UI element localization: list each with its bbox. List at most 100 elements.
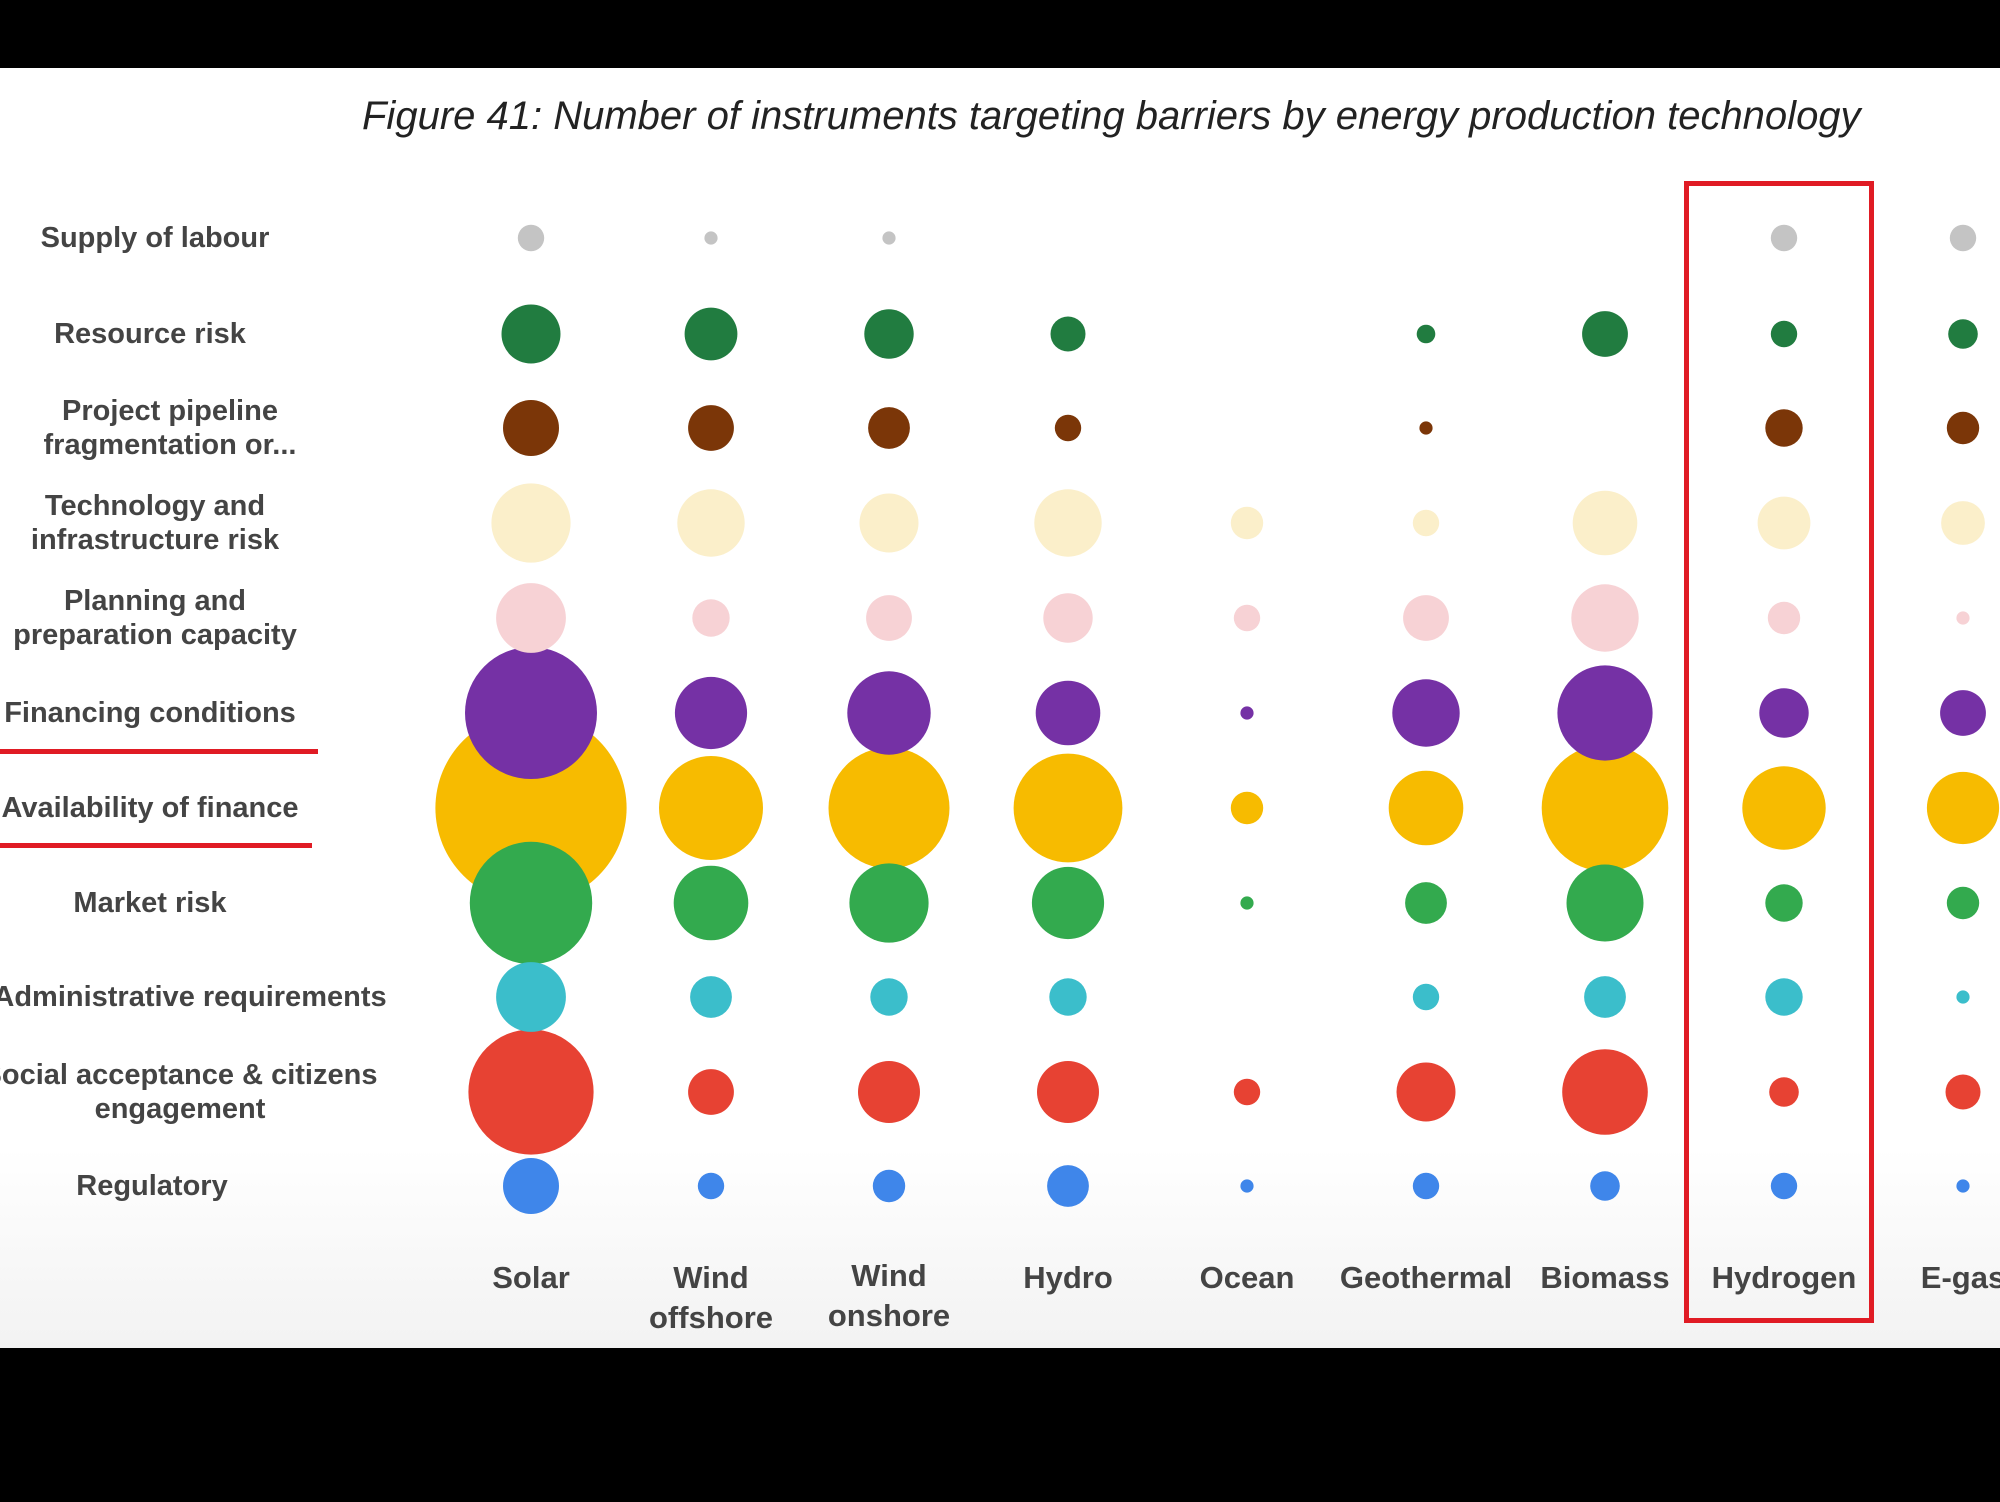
bubble-technology-and-infrastructure-risk-ocean bbox=[1230, 506, 1264, 540]
bubble-market-risk-solar bbox=[469, 841, 593, 965]
column-label-solar: Solar bbox=[492, 1260, 570, 1295]
bubble-administrative-requirements-solar bbox=[496, 962, 566, 1032]
bubble-social-acceptance-citizens-engagement-geothermal bbox=[1396, 1062, 1456, 1122]
bubble-market-risk-wind-offshore bbox=[673, 865, 749, 941]
row-label-social-acceptance-citizens-engagement: Social acceptance & citizens engagement bbox=[0, 1059, 378, 1125]
bubble-project-pipeline-fragmentation-or-geothermal bbox=[1419, 421, 1433, 435]
bubble-financing-conditions-solar bbox=[465, 647, 597, 779]
bubble-resource-risk-geothermal bbox=[1416, 324, 1436, 344]
bubble-administrative-requirements-geothermal bbox=[1412, 983, 1440, 1011]
bubble-market-risk-geothermal bbox=[1405, 882, 1447, 924]
bubble-resource-risk-biomass bbox=[1582, 311, 1628, 357]
bubble-plot bbox=[435, 224, 2000, 1214]
bubble-financing-conditions-wind-offshore bbox=[674, 676, 748, 750]
bubble-resource-risk-wind-onshore bbox=[864, 309, 914, 359]
column-label-e-gas: E-gas bbox=[1920, 1260, 2000, 1295]
bubble-supply-of-labour-e-gas bbox=[1949, 224, 1977, 252]
bubble-administrative-requirements-hydrogen bbox=[1765, 978, 1803, 1016]
bubble-technology-and-infrastructure-risk-biomass bbox=[1572, 490, 1638, 556]
column-label-hydro: Hydro bbox=[1023, 1260, 1113, 1295]
bubble-supply-of-labour-hydrogen bbox=[1770, 224, 1798, 252]
bubble-supply-of-labour-wind-offshore bbox=[704, 231, 718, 245]
bubble-social-acceptance-citizens-engagement-hydrogen bbox=[1769, 1077, 1799, 1107]
bubble-resource-risk-wind-offshore bbox=[684, 307, 738, 361]
bubble-administrative-requirements-biomass bbox=[1584, 976, 1626, 1018]
chart-frame: Figure 41: Number of instruments targeti… bbox=[0, 68, 2000, 1348]
bubble-administrative-requirements-wind-onshore bbox=[870, 978, 908, 1016]
bubble-financing-conditions-hydrogen bbox=[1759, 688, 1809, 738]
bubble-supply-of-labour-solar bbox=[517, 224, 545, 252]
bubble-market-risk-hydrogen bbox=[1765, 884, 1803, 922]
bubble-project-pipeline-fragmentation-or-solar bbox=[503, 400, 559, 456]
bubble-market-risk-e-gas bbox=[1946, 886, 1980, 920]
bubble-financing-conditions-e-gas bbox=[1940, 690, 1986, 736]
bubble-administrative-requirements-e-gas bbox=[1956, 990, 1970, 1004]
bubble-availability-of-finance-geothermal bbox=[1388, 770, 1464, 846]
bubble-planning-and-preparation-capacity-hydro bbox=[1043, 593, 1093, 643]
bubble-social-acceptance-citizens-engagement-hydro bbox=[1037, 1061, 1099, 1123]
bubble-regulatory-geothermal bbox=[1412, 1172, 1440, 1200]
bubble-financing-conditions-ocean bbox=[1240, 706, 1254, 720]
bubble-project-pipeline-fragmentation-or-hydrogen bbox=[1765, 409, 1803, 447]
row-label-planning-and-preparation-capacity: Planning and preparation capacity bbox=[13, 585, 297, 651]
bubble-technology-and-infrastructure-risk-wind-offshore bbox=[677, 489, 745, 557]
hydrogen-highlight-box bbox=[1684, 181, 1874, 1323]
bubble-regulatory-solar bbox=[503, 1158, 559, 1214]
row-label-market-risk: Market risk bbox=[73, 887, 227, 919]
bubble-planning-and-preparation-capacity-e-gas bbox=[1956, 611, 1970, 625]
bubble-resource-risk-hydro bbox=[1050, 316, 1086, 352]
bubble-financing-conditions-geothermal bbox=[1392, 679, 1460, 747]
bubble-market-risk-wind-onshore bbox=[849, 863, 929, 943]
bubble-social-acceptance-citizens-engagement-wind-offshore bbox=[688, 1069, 734, 1115]
bubble-financing-conditions-wind-onshore bbox=[847, 671, 931, 755]
bubble-regulatory-e-gas bbox=[1956, 1179, 1970, 1193]
financing-conditions-underline bbox=[0, 749, 318, 754]
bubble-market-risk-hydro bbox=[1031, 866, 1105, 940]
bubble-availability-of-finance-wind-onshore bbox=[828, 747, 950, 869]
bubble-planning-and-preparation-capacity-wind-onshore bbox=[866, 595, 912, 641]
bubble-availability-of-finance-solar bbox=[435, 712, 627, 904]
bubble-regulatory-ocean bbox=[1240, 1179, 1254, 1193]
bubble-resource-risk-solar bbox=[501, 304, 561, 364]
bubble-availability-of-finance-biomass bbox=[1541, 744, 1669, 872]
bubble-supply-of-labour-wind-onshore bbox=[882, 231, 896, 245]
availability-of-finance-underline bbox=[0, 843, 312, 848]
bubble-technology-and-infrastructure-risk-e-gas bbox=[1941, 501, 1985, 545]
bubble-regulatory-wind-onshore bbox=[872, 1169, 906, 1203]
bubble-planning-and-preparation-capacity-solar bbox=[496, 583, 566, 653]
bubble-planning-and-preparation-capacity-ocean bbox=[1233, 604, 1261, 632]
bubble-social-acceptance-citizens-engagement-wind-onshore bbox=[858, 1061, 920, 1123]
bubble-project-pipeline-fragmentation-or-e-gas bbox=[1946, 411, 1980, 445]
row-label-technology-and-infrastructure-risk: Technology and infrastructure risk bbox=[30, 490, 280, 556]
bubble-social-acceptance-citizens-engagement-solar bbox=[468, 1029, 594, 1155]
bubble-technology-and-infrastructure-risk-solar bbox=[491, 483, 571, 563]
bubble-technology-and-infrastructure-risk-hydrogen bbox=[1757, 496, 1811, 550]
bubble-planning-and-preparation-capacity-wind-offshore bbox=[692, 599, 730, 637]
bubble-regulatory-hydrogen bbox=[1770, 1172, 1798, 1200]
bubble-project-pipeline-fragmentation-or-hydro bbox=[1054, 414, 1082, 442]
background-fade bbox=[0, 1148, 2000, 1348]
bubble-technology-and-infrastructure-risk-wind-onshore bbox=[859, 493, 919, 553]
bubble-technology-and-infrastructure-risk-hydro bbox=[1034, 489, 1102, 557]
bubble-availability-of-finance-e-gas bbox=[1926, 771, 2000, 845]
column-label-geothermal: Geothermal bbox=[1339, 1260, 1513, 1295]
bubble-market-risk-biomass bbox=[1566, 864, 1644, 942]
bubble-administrative-requirements-wind-offshore bbox=[690, 976, 732, 1018]
bubble-social-acceptance-citizens-engagement-e-gas bbox=[1945, 1074, 1981, 1110]
bubble-social-acceptance-citizens-engagement-biomass bbox=[1562, 1049, 1648, 1135]
chart-title: Figure 41: Number of instruments targeti… bbox=[362, 94, 1861, 138]
bubble-regulatory-biomass bbox=[1590, 1171, 1620, 1201]
column-label-wind-offshore: Wind offshore bbox=[649, 1260, 773, 1335]
bubble-resource-risk-hydrogen bbox=[1770, 320, 1798, 348]
bubble-social-acceptance-citizens-engagement-ocean bbox=[1233, 1078, 1261, 1106]
bubble-technology-and-infrastructure-risk-geothermal bbox=[1412, 509, 1440, 537]
bubble-availability-of-finance-hydro bbox=[1013, 753, 1123, 863]
bubble-availability-of-finance-wind-offshore bbox=[659, 756, 763, 860]
column-label-hydrogen: Hydrogen bbox=[1711, 1260, 1857, 1295]
bubble-financing-conditions-biomass bbox=[1557, 665, 1653, 761]
row-label-resource-risk: Resource risk bbox=[54, 318, 246, 350]
bubble-financing-conditions-hydro bbox=[1035, 680, 1101, 746]
bubble-resource-risk-e-gas bbox=[1948, 319, 1978, 349]
row-label-administrative-requirements: Administrative requirements bbox=[0, 981, 387, 1013]
row-label-project-pipeline-fragmentation-or: Project pipeline fragmentation or... bbox=[43, 395, 297, 461]
